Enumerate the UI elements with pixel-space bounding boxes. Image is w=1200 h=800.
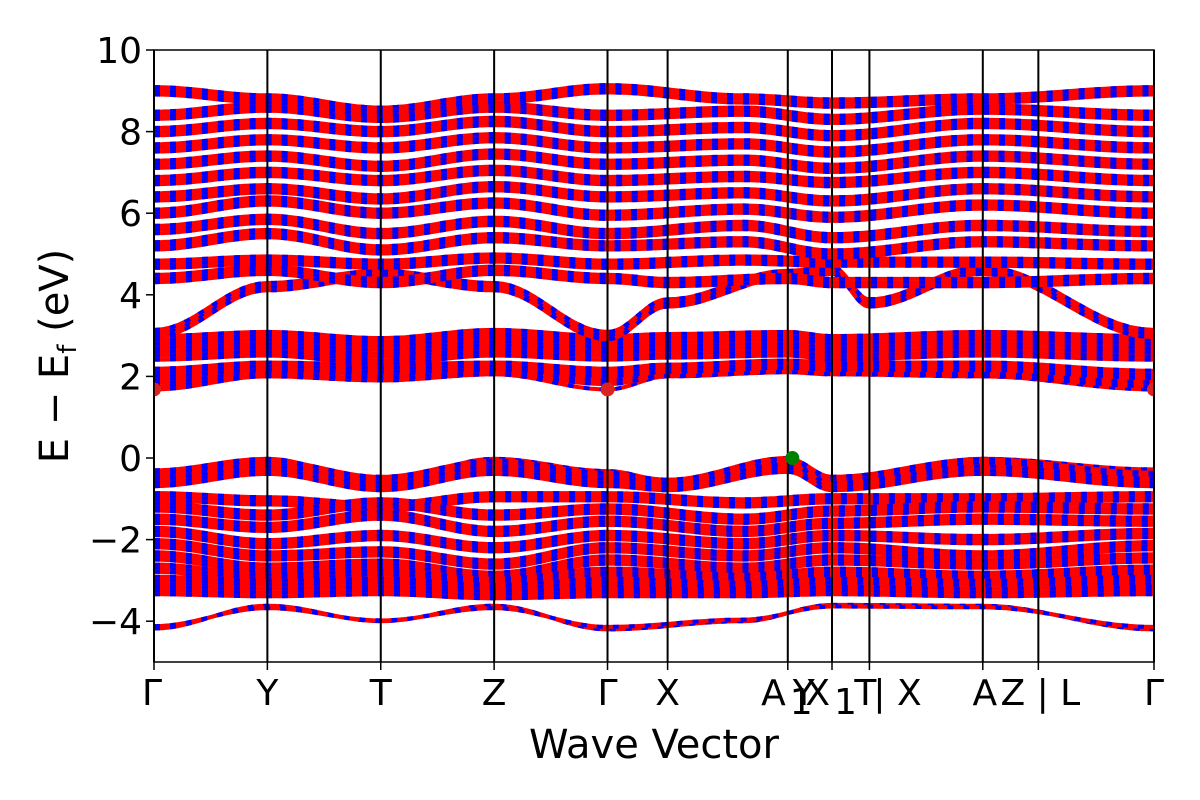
- y-axis-title-main: E − E: [32, 354, 78, 464]
- x-tick-label: T: [853, 673, 877, 714]
- band-line-spin-down: [154, 604, 1154, 629]
- band-line-spin-down: [154, 353, 1154, 366]
- band-line-spin-down: [154, 362, 1154, 377]
- x-tick-label: Z: [482, 673, 507, 714]
- y-tick-label: −2: [89, 521, 142, 562]
- band-line-spin-up: [154, 456, 1154, 482]
- x-tick-label: Z | L: [1000, 673, 1080, 714]
- y-tick-label: −4: [89, 602, 142, 643]
- x-tick-label: Y: [255, 673, 279, 714]
- x-tick-label: A: [761, 673, 786, 714]
- band-line-spin-down: [154, 327, 1154, 340]
- vbm-marker: [785, 451, 800, 465]
- cbm-marker: [600, 382, 615, 397]
- x-tick-label: Y: [792, 673, 816, 714]
- x-tick-label: Γ: [597, 673, 617, 714]
- x-tick-label: T: [369, 673, 393, 714]
- x-axis-title: Wave Vector: [529, 722, 780, 768]
- plot-frame: [153, 49, 1155, 663]
- y-tick-label: 10: [96, 31, 142, 72]
- y-axis-title-subscript: f: [53, 344, 83, 354]
- band-line-spin-down: [154, 264, 1154, 281]
- band-line-spin-down: [154, 349, 1154, 363]
- band-edge-markers: [154, 382, 1154, 465]
- y-tick-label: 0: [119, 439, 142, 480]
- x-tick-label: X: [655, 673, 680, 714]
- x-tick-label: | X: [873, 673, 921, 714]
- x-tick-label: 1: [834, 682, 857, 723]
- y-axis-title-unit: (eV): [32, 249, 78, 345]
- y-axis: −4 −2 0 2 4 6 8 10: [89, 31, 154, 643]
- x-tick-label: 1: [790, 682, 813, 723]
- y-tick-label: 6: [119, 194, 142, 235]
- band-line-spin-down: [154, 331, 1154, 344]
- y-axis-title: E − Ef (eV): [32, 249, 83, 464]
- y-tick-label: 4: [119, 276, 142, 317]
- y-tick-label: 8: [119, 113, 142, 154]
- band-line-spin-down: [154, 339, 1154, 352]
- band-line-spin-up: [154, 469, 1154, 493]
- x-tick-label: Γ: [1144, 673, 1164, 714]
- cbm-marker: [1147, 382, 1154, 397]
- band-line-spin-down: [154, 365, 1154, 380]
- band-line-spin-down: [154, 343, 1154, 356]
- band-line-spin-down: [154, 268, 1154, 285]
- band-line-spin-down: [154, 271, 1154, 289]
- band-line-spin-down: [154, 335, 1154, 348]
- band-line-spin-up: [154, 466, 1154, 489]
- cbm-marker: [154, 382, 161, 397]
- band-line-spin-down: [154, 369, 1154, 389]
- x-tick-label: X: [805, 673, 830, 714]
- band-line-spin-up: [154, 462, 1154, 485]
- band-line-spin-down: [154, 358, 1154, 373]
- y-tick-label: 2: [119, 357, 142, 398]
- x-tick-label: Γ: [142, 673, 162, 714]
- x-tick-label: A: [972, 673, 997, 714]
